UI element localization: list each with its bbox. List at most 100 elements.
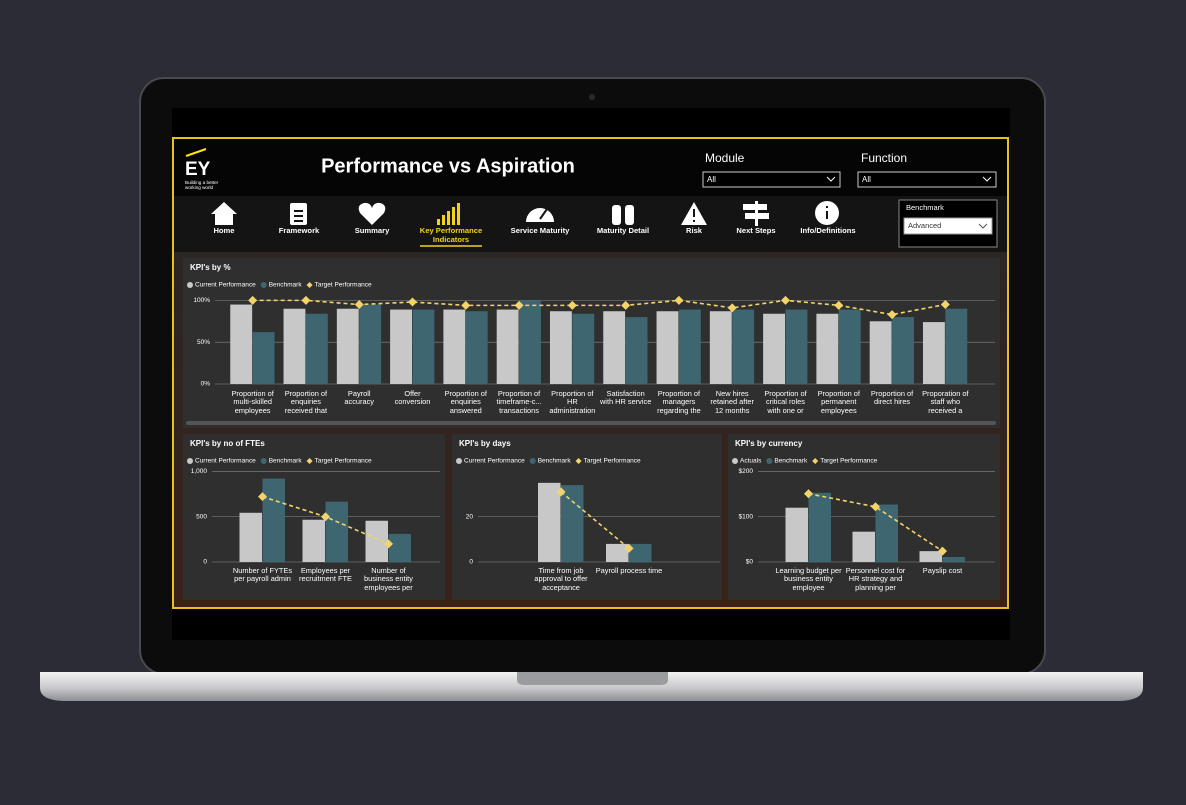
x-tick-label-box: Proportion of HR administration [549,390,596,415]
target-marker [871,502,880,512]
target-marker [567,300,577,310]
bar [919,551,942,562]
bar [390,309,412,384]
bar [603,311,626,384]
nav-item-box: Service Maturity [511,227,570,235]
target-marker [940,300,950,310]
nav-item-box: Maturity Detail [597,227,649,235]
legend-label: Target Performance [820,458,877,465]
target-marker [887,310,897,320]
bar [606,543,629,562]
filter-value: Advanced [908,221,941,230]
filter-dropdown[interactable] [702,171,841,188]
x-tick-label: Proporation of staff who received a [922,390,969,415]
x-tick-label-box: Proportion of enquiries answered [445,390,487,414]
x-tick-label: Proportion of critical roles with one or [764,390,807,415]
filter-dropdown[interactable] [903,217,993,235]
bar [365,520,388,562]
y-tick-label: 1,000 [191,468,208,475]
legend-marker [812,458,819,464]
x-tick-label: Number of FYTEs per payroll admin [232,567,293,584]
bar [549,311,572,384]
nav-item: Info/Definitions [800,227,856,235]
x-tick-label: Proportion of permanent employees [817,390,860,415]
bar [538,482,561,562]
x-tick-label: Proportion of timeframe-c... transaction… [496,390,542,415]
x-tick-label-box: Proportion of direct hires [870,390,914,407]
bar [892,317,914,384]
target-marker [248,295,258,305]
y-tick-label: 20 [466,513,474,520]
nav-item-box: Next Steps [736,227,775,235]
bar [519,300,541,384]
x-tick-label-box: Proportion of permanent employees [817,390,860,415]
x-tick-label-box: Learning budget per business entity empl… [775,567,842,592]
icon-service-maturity [526,208,554,222]
x-tick-label-box: Proportion of multi-skilled employees [231,390,274,415]
bar [922,322,945,384]
bar [816,313,839,384]
x-tick-label-box: Proporation of staff who received a [922,390,969,415]
camera [589,94,595,100]
legend-marker [529,458,536,464]
x-tick-label: Proportion of HR administration [549,390,596,415]
target-marker [938,546,947,556]
x-tick-label-box: Payroll process time [595,567,663,575]
dashboard-frame [172,137,1009,609]
target-marker [408,297,417,307]
x-tick-label: Personnel cost for HR strategy and plann… [845,567,906,592]
legend-marker [306,458,313,464]
legend-marker [575,458,582,464]
filter-label: Module [705,151,745,165]
x-tick-label: Proportion of enquiries received that [284,390,328,415]
filter-dropdown[interactable] [857,171,997,188]
bar [763,313,785,384]
icon-summary [358,202,386,225]
legend-label: Benchmark [269,458,303,465]
target-marker [556,487,566,497]
x-tick-label-box: Offer conversion [394,390,431,407]
x-tick-label: Proportion of multi-skilled employees [231,390,274,415]
bar [732,309,755,384]
x-tick-label: Payroll process time [595,567,663,575]
x-tick-label: Proportion of direct hires [870,390,914,407]
legend-marker [306,282,313,288]
icon-home [211,202,237,225]
bar [465,311,488,384]
x-tick-label: Offer conversion [394,390,431,407]
dropdown-arrow [826,176,836,182]
legend-label: Target Performance [315,282,372,289]
y-tick-label: 0 [469,559,473,566]
target-marker [834,300,844,310]
legend-label: Current Performance [464,458,525,465]
x-tick-label-box: Proportion of critical roles with one or [764,390,807,415]
laptop-notch [517,672,668,685]
y-tick-label: 0 [203,559,207,566]
target-marker [804,489,813,499]
icon-maturity-detail [612,205,634,225]
bar [283,308,306,384]
chart-title: KPI's by days [459,439,511,448]
nav-item-box: Key Performance Indicators [420,227,482,243]
y-tick-label: $100 [739,513,754,520]
legend-label: Benchmark [538,458,572,465]
scrollbar[interactable] [186,421,996,425]
icon-framework [290,203,307,225]
x-tick-label-box: Number of business entity employees per [364,567,413,592]
x-tick-label-box: Proportion of enquiries received that [284,390,328,415]
legend-marker [187,458,193,464]
logo: EY [185,159,211,180]
legend-marker [187,282,193,288]
target-marker [461,300,471,310]
filter-label: Benchmark [906,203,944,212]
bar [629,543,652,562]
target-marker [321,512,330,522]
icon-kpi [437,203,460,225]
x-tick-label: Learning budget per business entity empl… [775,567,842,592]
bar [561,485,584,562]
legend-marker [260,458,267,464]
x-tick-label: Number of business entity employees per [364,567,413,592]
dropdown-arrow [982,176,992,182]
y-tick-label: 50% [197,339,210,346]
bar [875,504,898,562]
